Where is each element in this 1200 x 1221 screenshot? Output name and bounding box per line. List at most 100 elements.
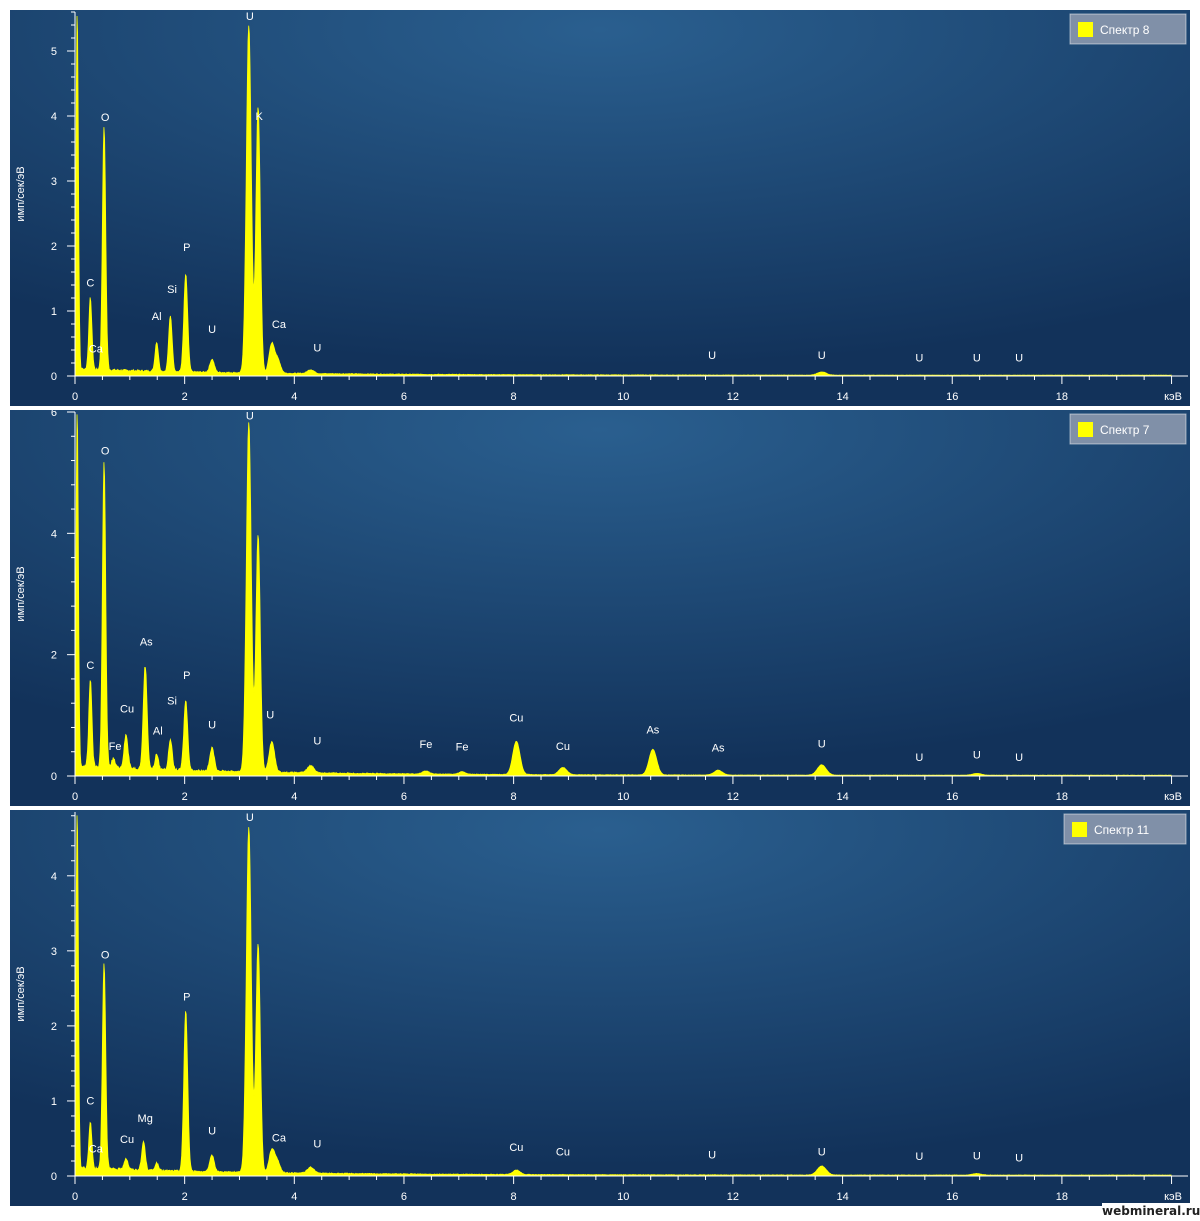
peak-label: U — [973, 1150, 981, 1162]
x-axis-label: кэВ — [1164, 1191, 1182, 1203]
x-tick-label: 8 — [511, 791, 517, 803]
legend: Спектр 8 — [1069, 13, 1187, 45]
x-tick-label: 10 — [617, 1191, 629, 1203]
peak-label: Fe — [456, 742, 469, 754]
y-tick-label: 3 — [51, 176, 57, 188]
peak-label: U — [266, 709, 274, 721]
x-tick-label: 14 — [836, 1191, 848, 1203]
x-tick-label: 4 — [291, 791, 297, 803]
legend-swatch — [1072, 822, 1087, 837]
y-tick-label: 5 — [51, 46, 57, 58]
peak-label: Mg — [138, 1113, 153, 1125]
chart-spectrum-7: 0 2 4 6 8 10 12 14 16 18 кэВ 0 2 4 6 имп/сек/эВ C O Fe Cu As… — [10, 410, 1190, 806]
peak-label: U — [208, 324, 216, 336]
peak-label: U — [818, 350, 826, 362]
y-tick-label: 0 — [51, 771, 57, 783]
y-tick-label: 3 — [51, 946, 57, 958]
peak-label: Cu — [120, 703, 134, 715]
y-tick-label: 1 — [51, 1096, 57, 1108]
x-tick-label: 0 — [72, 391, 78, 403]
peak-label: U — [1015, 353, 1023, 365]
peak-label: Ca — [89, 1144, 104, 1156]
x-axis-label: кэВ — [1164, 791, 1182, 803]
x-tick-label: 18 — [1056, 1191, 1068, 1203]
y-axis-label: имп/сек/эВ — [15, 966, 27, 1021]
peak-label: Ca — [89, 344, 104, 356]
y-tick-label: 4 — [51, 111, 57, 123]
peak-label: U — [973, 749, 981, 761]
spectrum-panel-3: 0 2 4 6 8 10 12 14 16 18 кэВ 0 1 2 3 4 имп/сек/эВ C Ca O Cu M… — [10, 810, 1190, 1206]
x-tick-label: 8 — [511, 1191, 517, 1203]
peak-label: Al — [152, 311, 162, 323]
peak-label: Cu — [509, 712, 523, 724]
peak-label: P — [183, 991, 190, 1003]
legend-label: Спектр 8 — [1100, 23, 1150, 37]
x-tick-label: 10 — [617, 791, 629, 803]
plot-background — [10, 10, 1190, 406]
chart-spectrum-11: 0 2 4 6 8 10 12 14 16 18 кэВ01234имп/сек/эВCCaOCuM… — [10, 810, 1190, 1206]
spectrum-panel-2: 0 2 4 6 8 10 12 14 16 18 кэВ 0 2 4 6 имп/сек/эВ C O Fe Cu As… — [10, 410, 1190, 806]
peak-label: U — [708, 350, 716, 362]
x-tick-label: 12 — [727, 791, 739, 803]
legend-label: Спектр 11 — [1094, 823, 1150, 837]
peak-label: Ca — [272, 1132, 287, 1144]
peak-label: U — [208, 1126, 216, 1138]
peak-label: Si — [167, 284, 177, 296]
spectra-stack: 0 2 4 6 8 10 12 14 16 18 кэВ 0 1 2 3 4 5 имп/сек/эВ C Ca O Al… — [10, 10, 1190, 1210]
peak-label: U — [208, 720, 216, 732]
peak-label: U — [973, 353, 981, 365]
y-tick-label: 2 — [51, 650, 57, 662]
plot-background — [10, 410, 1190, 806]
peak-label: U — [708, 1150, 716, 1162]
legend-swatch — [1078, 22, 1093, 37]
peak-label: O — [101, 445, 110, 457]
y-tick-label: 6 — [51, 410, 57, 419]
peak-label: U — [246, 11, 254, 23]
peak-label: Cu — [556, 741, 570, 753]
x-tick-label: 4 — [291, 391, 297, 403]
legend: Спектр 11 — [1063, 813, 1187, 845]
peak-label: Si — [167, 695, 177, 707]
x-tick-label: 14 — [836, 791, 848, 803]
peak-label: U — [915, 1151, 923, 1163]
spectrum-area — [74, 414, 1172, 777]
x-tick-label: 2 — [182, 391, 188, 403]
peak-label: U — [313, 735, 321, 747]
peak-label: Cu — [120, 1134, 134, 1146]
peak-label: U — [818, 738, 826, 750]
peak-label: U — [818, 1147, 826, 1159]
x-tick-label: 16 — [946, 1191, 958, 1203]
peak-label: U — [915, 752, 923, 764]
peak-label: Al — [153, 726, 163, 738]
peak-label: Fe — [109, 741, 122, 753]
peak-label: U — [313, 342, 321, 354]
x-tick-label: 12 — [727, 1191, 739, 1203]
x-tick-label: 0 — [72, 791, 78, 803]
spectrum-area — [74, 815, 1172, 1177]
x-tick-label: 16 — [946, 391, 958, 403]
peak-label: As — [712, 743, 725, 755]
y-tick-label: 0 — [51, 1171, 57, 1183]
x-tick-label: 6 — [401, 1191, 407, 1203]
x-tick-label: 0 — [72, 1191, 78, 1203]
legend-label: Спектр 7 — [1100, 423, 1150, 437]
legend-swatch — [1078, 422, 1093, 437]
peak-label: U — [313, 1138, 321, 1150]
x-tick-label: 10 — [617, 391, 629, 403]
peak-label: Fe — [419, 739, 432, 751]
peak-label: Cu — [556, 1147, 570, 1159]
y-axis-label: имп/сек/эВ — [15, 566, 27, 621]
y-tick-label: 4 — [51, 871, 57, 883]
peak-label: Ca — [272, 319, 287, 331]
plot-background — [10, 810, 1190, 1206]
peak-label: P — [183, 670, 190, 682]
x-tick-label: 4 — [291, 1191, 297, 1203]
spectrum-panel-1: 0 2 4 6 8 10 12 14 16 18 кэВ 0 1 2 3 4 5 имп/сек/эВ C Ca O Al… — [10, 10, 1190, 406]
peak-label: C — [86, 277, 94, 289]
peak-label: U — [246, 410, 254, 422]
x-tick-label: 18 — [1056, 391, 1068, 403]
peak-label: As — [646, 725, 659, 737]
peak-label: C — [86, 1096, 94, 1108]
spectrum-area — [74, 15, 1172, 377]
watermark: webmineral.ru — [1102, 1203, 1200, 1219]
